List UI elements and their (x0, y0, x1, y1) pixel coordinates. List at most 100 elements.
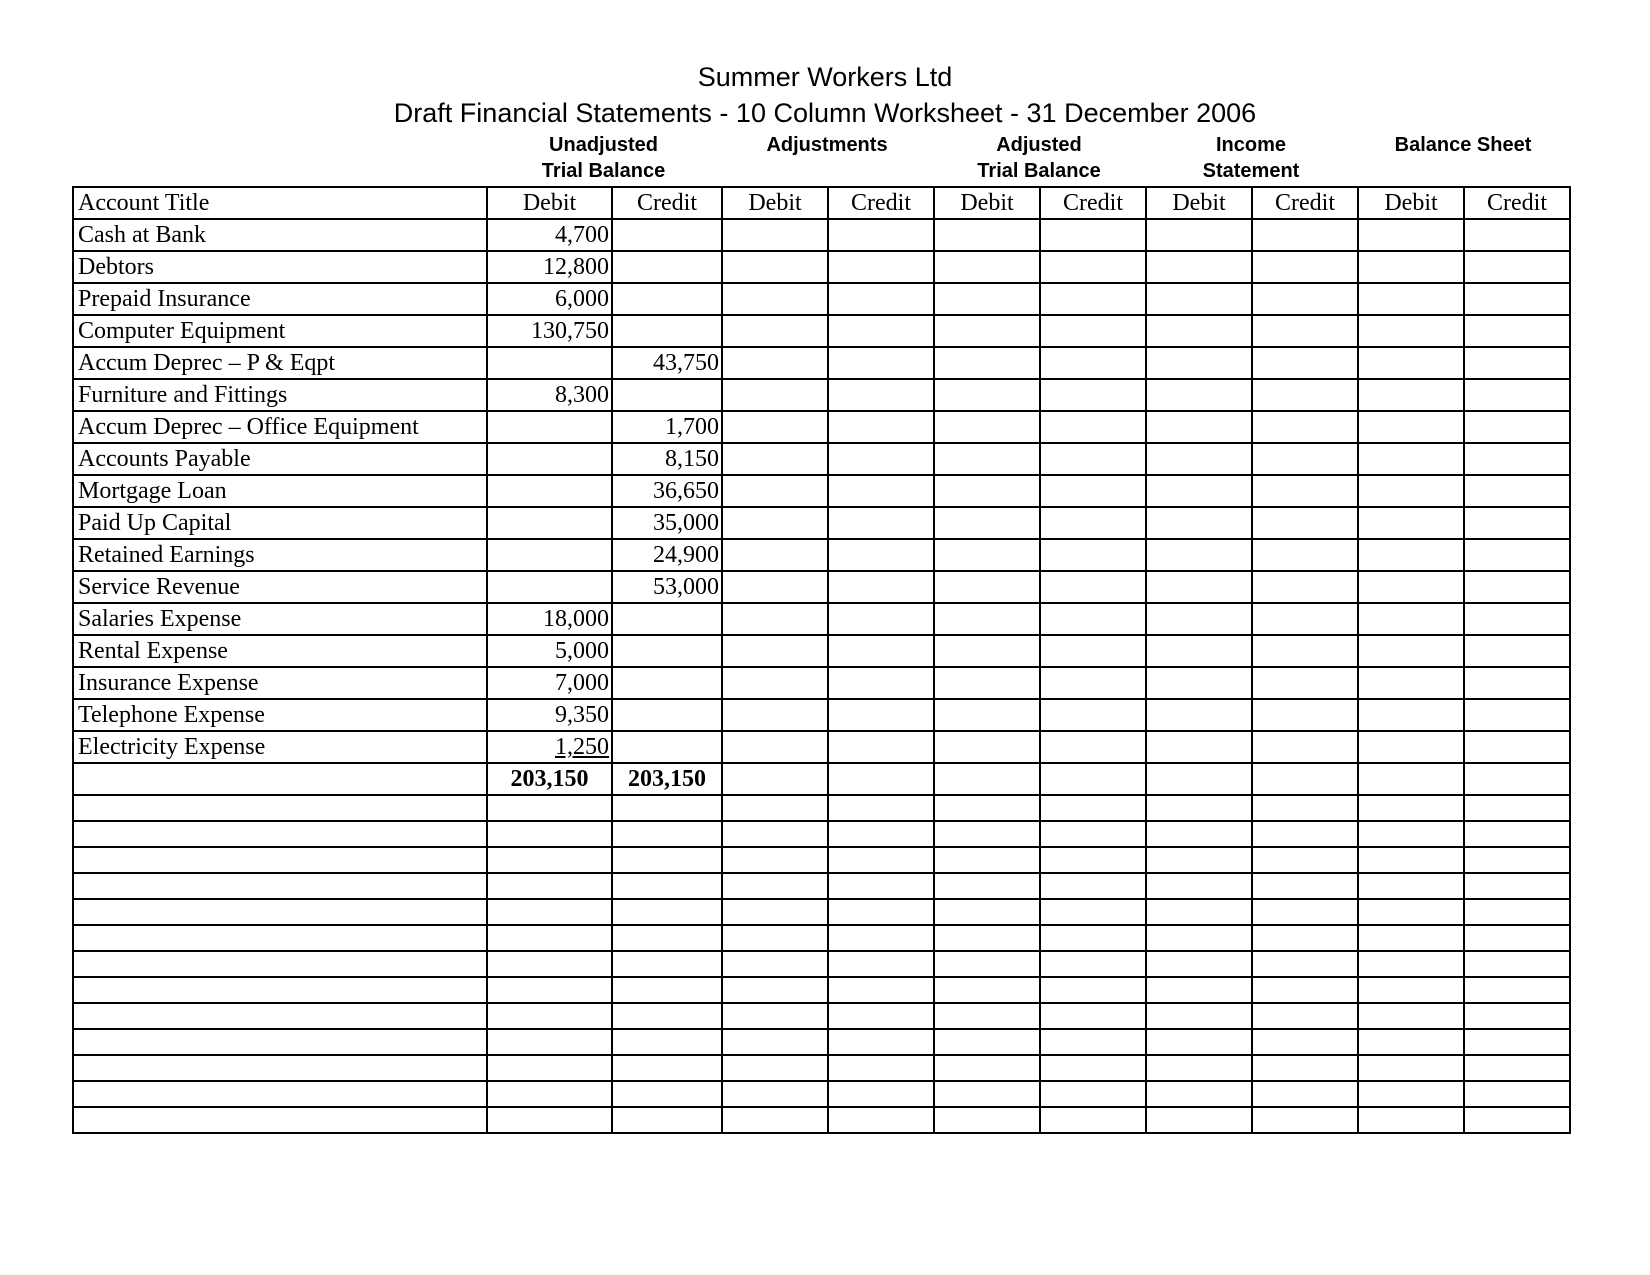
debit-cell: 7,000 (486, 666, 613, 700)
empty-cell (1145, 442, 1253, 476)
debit-cell (486, 442, 613, 476)
empty-cell (611, 1106, 723, 1134)
credit-cell: 35,000 (611, 506, 723, 540)
empty-cell (721, 538, 829, 572)
empty-cell (611, 1002, 723, 1030)
empty-cell (611, 924, 723, 952)
empty-cell (1463, 950, 1571, 978)
empty-cell (1039, 898, 1147, 926)
empty-cell (1145, 730, 1253, 764)
empty-cell (1145, 346, 1253, 380)
empty-cell (1145, 898, 1253, 926)
empty-cell (721, 976, 829, 1004)
empty-cell (827, 1054, 935, 1082)
empty-cell (611, 1080, 723, 1108)
empty-cell (1039, 1054, 1147, 1082)
empty-cell (1357, 506, 1465, 540)
empty-cell (1357, 474, 1465, 508)
empty-cell (933, 820, 1041, 848)
column-group-line: Trial Balance (977, 160, 1101, 182)
empty-cell (1357, 666, 1465, 700)
empty-cell (933, 474, 1041, 508)
empty-cell (933, 602, 1041, 636)
empty-cell (827, 602, 935, 636)
empty-cell (486, 820, 613, 848)
empty-cell (1463, 1080, 1571, 1108)
account-row: Furniture and Fittings 8,300 (72, 378, 1571, 412)
empty-cell (1039, 570, 1147, 604)
empty-cell (1251, 634, 1359, 668)
empty-cell (1357, 218, 1465, 252)
empty-cell (933, 976, 1041, 1004)
empty-cell (933, 506, 1041, 540)
empty-cell (1145, 282, 1253, 316)
blank-row (72, 924, 1571, 952)
empty-cell (486, 1106, 613, 1134)
empty-cell (933, 378, 1041, 412)
credit-amount: 43,750 (653, 350, 719, 376)
empty-cell (721, 1106, 829, 1134)
column-group-line: Trial Balance (541, 160, 666, 182)
title: Summer Workers Ltd (697, 62, 953, 92)
empty-cell (1251, 976, 1359, 1004)
empty-cell (1463, 730, 1571, 764)
empty-cell (1039, 976, 1147, 1004)
empty-cell (1145, 1106, 1253, 1134)
empty-cell (1357, 872, 1465, 900)
account-title: Salaries Expense (72, 602, 488, 636)
empty-cell (1463, 634, 1571, 668)
empty-cell (1145, 976, 1253, 1004)
debit-cell (486, 346, 613, 380)
account-row: Accum Deprec – P & Eqpt 43,750 (72, 346, 1571, 380)
debit-cell (486, 410, 613, 444)
account-row: Computer Equipment 130,750 (72, 314, 1571, 348)
empty-cell (1039, 506, 1147, 540)
empty-cell (1039, 950, 1147, 978)
empty-cell (1251, 218, 1359, 252)
empty-cell (1357, 1054, 1465, 1082)
empty-cell (933, 1080, 1041, 1108)
empty-cell (1251, 924, 1359, 952)
empty-cell (933, 314, 1041, 348)
credit-cell (611, 698, 723, 732)
empty-cell (1145, 950, 1253, 978)
empty-cell (1357, 794, 1465, 822)
empty-cell (827, 346, 935, 380)
empty-cell (486, 924, 613, 952)
debit-cell: 5,000 (486, 634, 613, 668)
empty-cell (1039, 820, 1147, 848)
empty-cell (611, 1054, 723, 1082)
empty-cell (1251, 730, 1359, 764)
empty-cell (1463, 846, 1571, 874)
empty-cell (1039, 538, 1147, 572)
empty-cell (933, 794, 1041, 822)
account-title: Accum Deprec – P & Eqpt (72, 346, 488, 380)
empty-cell (1357, 924, 1465, 952)
account-row: Accounts Payable 8,150 (72, 442, 1571, 476)
empty-cell (1039, 314, 1147, 348)
empty-cell (1251, 378, 1359, 412)
account-row: Salaries Expense 18,000 (72, 602, 1571, 636)
empty-cell (611, 794, 723, 822)
debit-amount: 1,250 (555, 734, 609, 760)
empty-cell (933, 442, 1041, 476)
empty-cell (1251, 410, 1359, 444)
empty-cell (1251, 346, 1359, 380)
empty-cell (1251, 1002, 1359, 1030)
empty-cell (1463, 1106, 1571, 1134)
account-title: Mortgage Loan (72, 474, 488, 508)
empty-cell (1463, 602, 1571, 636)
empty-cell (72, 950, 488, 978)
empty-cell (721, 730, 829, 764)
empty-cell (1145, 570, 1253, 604)
empty-cell (721, 282, 829, 316)
empty-cell (933, 950, 1041, 978)
debit-amount: 6,000 (555, 286, 609, 312)
empty-cell (721, 410, 829, 444)
empty-cell (721, 602, 829, 636)
column-group: Adjustments (721, 132, 933, 158)
debit-cell (486, 474, 613, 508)
totals-row: 203,150 203,150 (72, 762, 1571, 796)
empty-cell (1357, 762, 1465, 796)
account-title: Accum Deprec – Office Equipment (72, 410, 488, 444)
